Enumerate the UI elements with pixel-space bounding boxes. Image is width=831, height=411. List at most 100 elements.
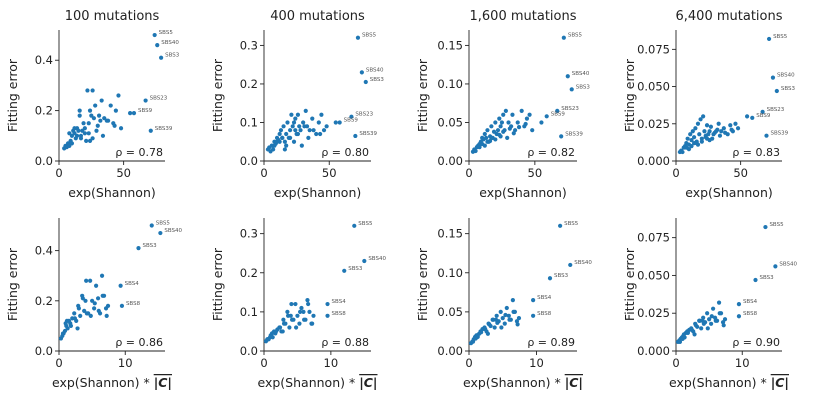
data-point [93, 103, 98, 108]
point-annotation: SBS8 [537, 311, 552, 317]
y-axis-label: Fitting error [415, 247, 430, 321]
labeled-point [555, 108, 560, 114]
data-point [92, 306, 97, 311]
y-axis-label: Fitting error [5, 58, 20, 132]
x-axis-label-text: exp(Shannon) * [258, 375, 360, 390]
point-annotation: SBS39 [770, 131, 788, 137]
point-annotation: SBS39 [155, 126, 173, 132]
labeled-point [325, 301, 330, 307]
point-annotation: SBS23 [561, 106, 579, 112]
data-point [69, 133, 75, 138]
data-point [507, 126, 512, 131]
data-point [515, 120, 520, 125]
point-annotation: SBS23 [355, 112, 373, 118]
labeled-point [131, 111, 137, 116]
x-axis-label: exp(Shannon) * |C| [52, 375, 172, 390]
data-point [691, 135, 697, 140]
data-point [295, 313, 300, 318]
point-annotation: SBS39 [359, 131, 377, 137]
correlation-label: ρ = 0.88 [321, 336, 369, 349]
x-tick-label: 50 [116, 166, 131, 180]
data-point [277, 139, 282, 144]
labeled-point [118, 283, 123, 288]
data-point [744, 114, 750, 119]
x-axis-label-text: exp(Shannon) [685, 185, 773, 200]
point-annotation: SBS4 [743, 299, 758, 305]
x-axis-label: exp(Shannon) [685, 185, 773, 200]
labeled-point [569, 87, 574, 92]
data-point [319, 112, 324, 117]
correlation-label: ρ = 0.90 [732, 336, 780, 349]
data-point [88, 278, 93, 283]
data-point [310, 321, 315, 326]
point-annotation: SBS4 [332, 299, 347, 305]
labeled-point [753, 277, 758, 283]
data-point [487, 322, 492, 327]
y-tick-label: 0.05 [437, 305, 463, 319]
data-point [280, 329, 285, 334]
labeled-point [159, 55, 164, 60]
y-tick-label: 0.0 [35, 154, 53, 168]
point-annotation: SBS40 [779, 261, 797, 267]
data-point [473, 148, 478, 154]
data-point [116, 93, 121, 98]
point-annotation: SBS3 [143, 243, 158, 249]
point-annotation: SBS5 [358, 221, 373, 227]
x-tick-label: 0 [672, 356, 679, 370]
data-point [698, 117, 703, 122]
data-point [80, 128, 85, 133]
data-point [112, 123, 117, 128]
data-point [293, 116, 298, 121]
correlation-label: ρ = 0.78 [115, 146, 163, 159]
point-annotation: SBS5 [773, 34, 788, 40]
data-point [302, 124, 307, 129]
point-annotation: SBS5 [564, 221, 579, 227]
point-annotation: SBS5 [156, 221, 171, 227]
data-point [87, 138, 93, 143]
data-point [86, 131, 91, 136]
data-point [289, 317, 295, 322]
data-point [495, 320, 500, 325]
point-annotation: SBS40 [572, 71, 590, 77]
point-annotation: SBS3 [348, 266, 363, 272]
y-tick-label: 0.15 [437, 38, 463, 52]
data-point [735, 126, 741, 131]
data-point [523, 121, 528, 127]
data-point [685, 136, 690, 141]
data-point [719, 129, 724, 134]
data-point [516, 124, 522, 130]
point-annotation: SBS4 [537, 295, 552, 301]
y-tick-label: 0.2 [35, 294, 53, 308]
x-axis-label: exp(Shannon) [68, 185, 156, 200]
point-annotation: SBS8 [743, 311, 758, 317]
panel-7: 0.00 0.05 0.10 0.15 0 10 Fitting error exp(Shan… [415, 218, 592, 390]
data-point [689, 138, 694, 143]
data-point [86, 121, 91, 126]
data-point [297, 321, 302, 326]
y-tick-label: 0.4 [35, 53, 53, 67]
data-point [694, 139, 699, 144]
correlation-label: ρ = 0.80 [321, 146, 369, 159]
data-point [63, 321, 68, 326]
data-point [82, 126, 87, 131]
y-tick-label: 0.00 [437, 154, 463, 168]
data-point [506, 120, 511, 125]
labeled-point [349, 114, 354, 119]
data-point [499, 120, 505, 125]
correlation-label: ρ = 0.83 [732, 146, 780, 159]
data-point [524, 116, 530, 121]
data-point [98, 118, 103, 123]
x-tick-label: 10 [118, 356, 133, 370]
data-point [284, 143, 289, 148]
data-point [271, 147, 276, 152]
data-point [506, 313, 511, 318]
data-point [693, 323, 698, 328]
labeled-point [352, 223, 357, 228]
labeled-point [325, 313, 330, 318]
data-point [306, 301, 311, 307]
data-point [485, 331, 490, 336]
point-annotation: SBS8 [332, 311, 347, 317]
data-point [299, 305, 304, 311]
data-point [90, 88, 95, 93]
point-annotation: SBS3 [576, 84, 591, 90]
